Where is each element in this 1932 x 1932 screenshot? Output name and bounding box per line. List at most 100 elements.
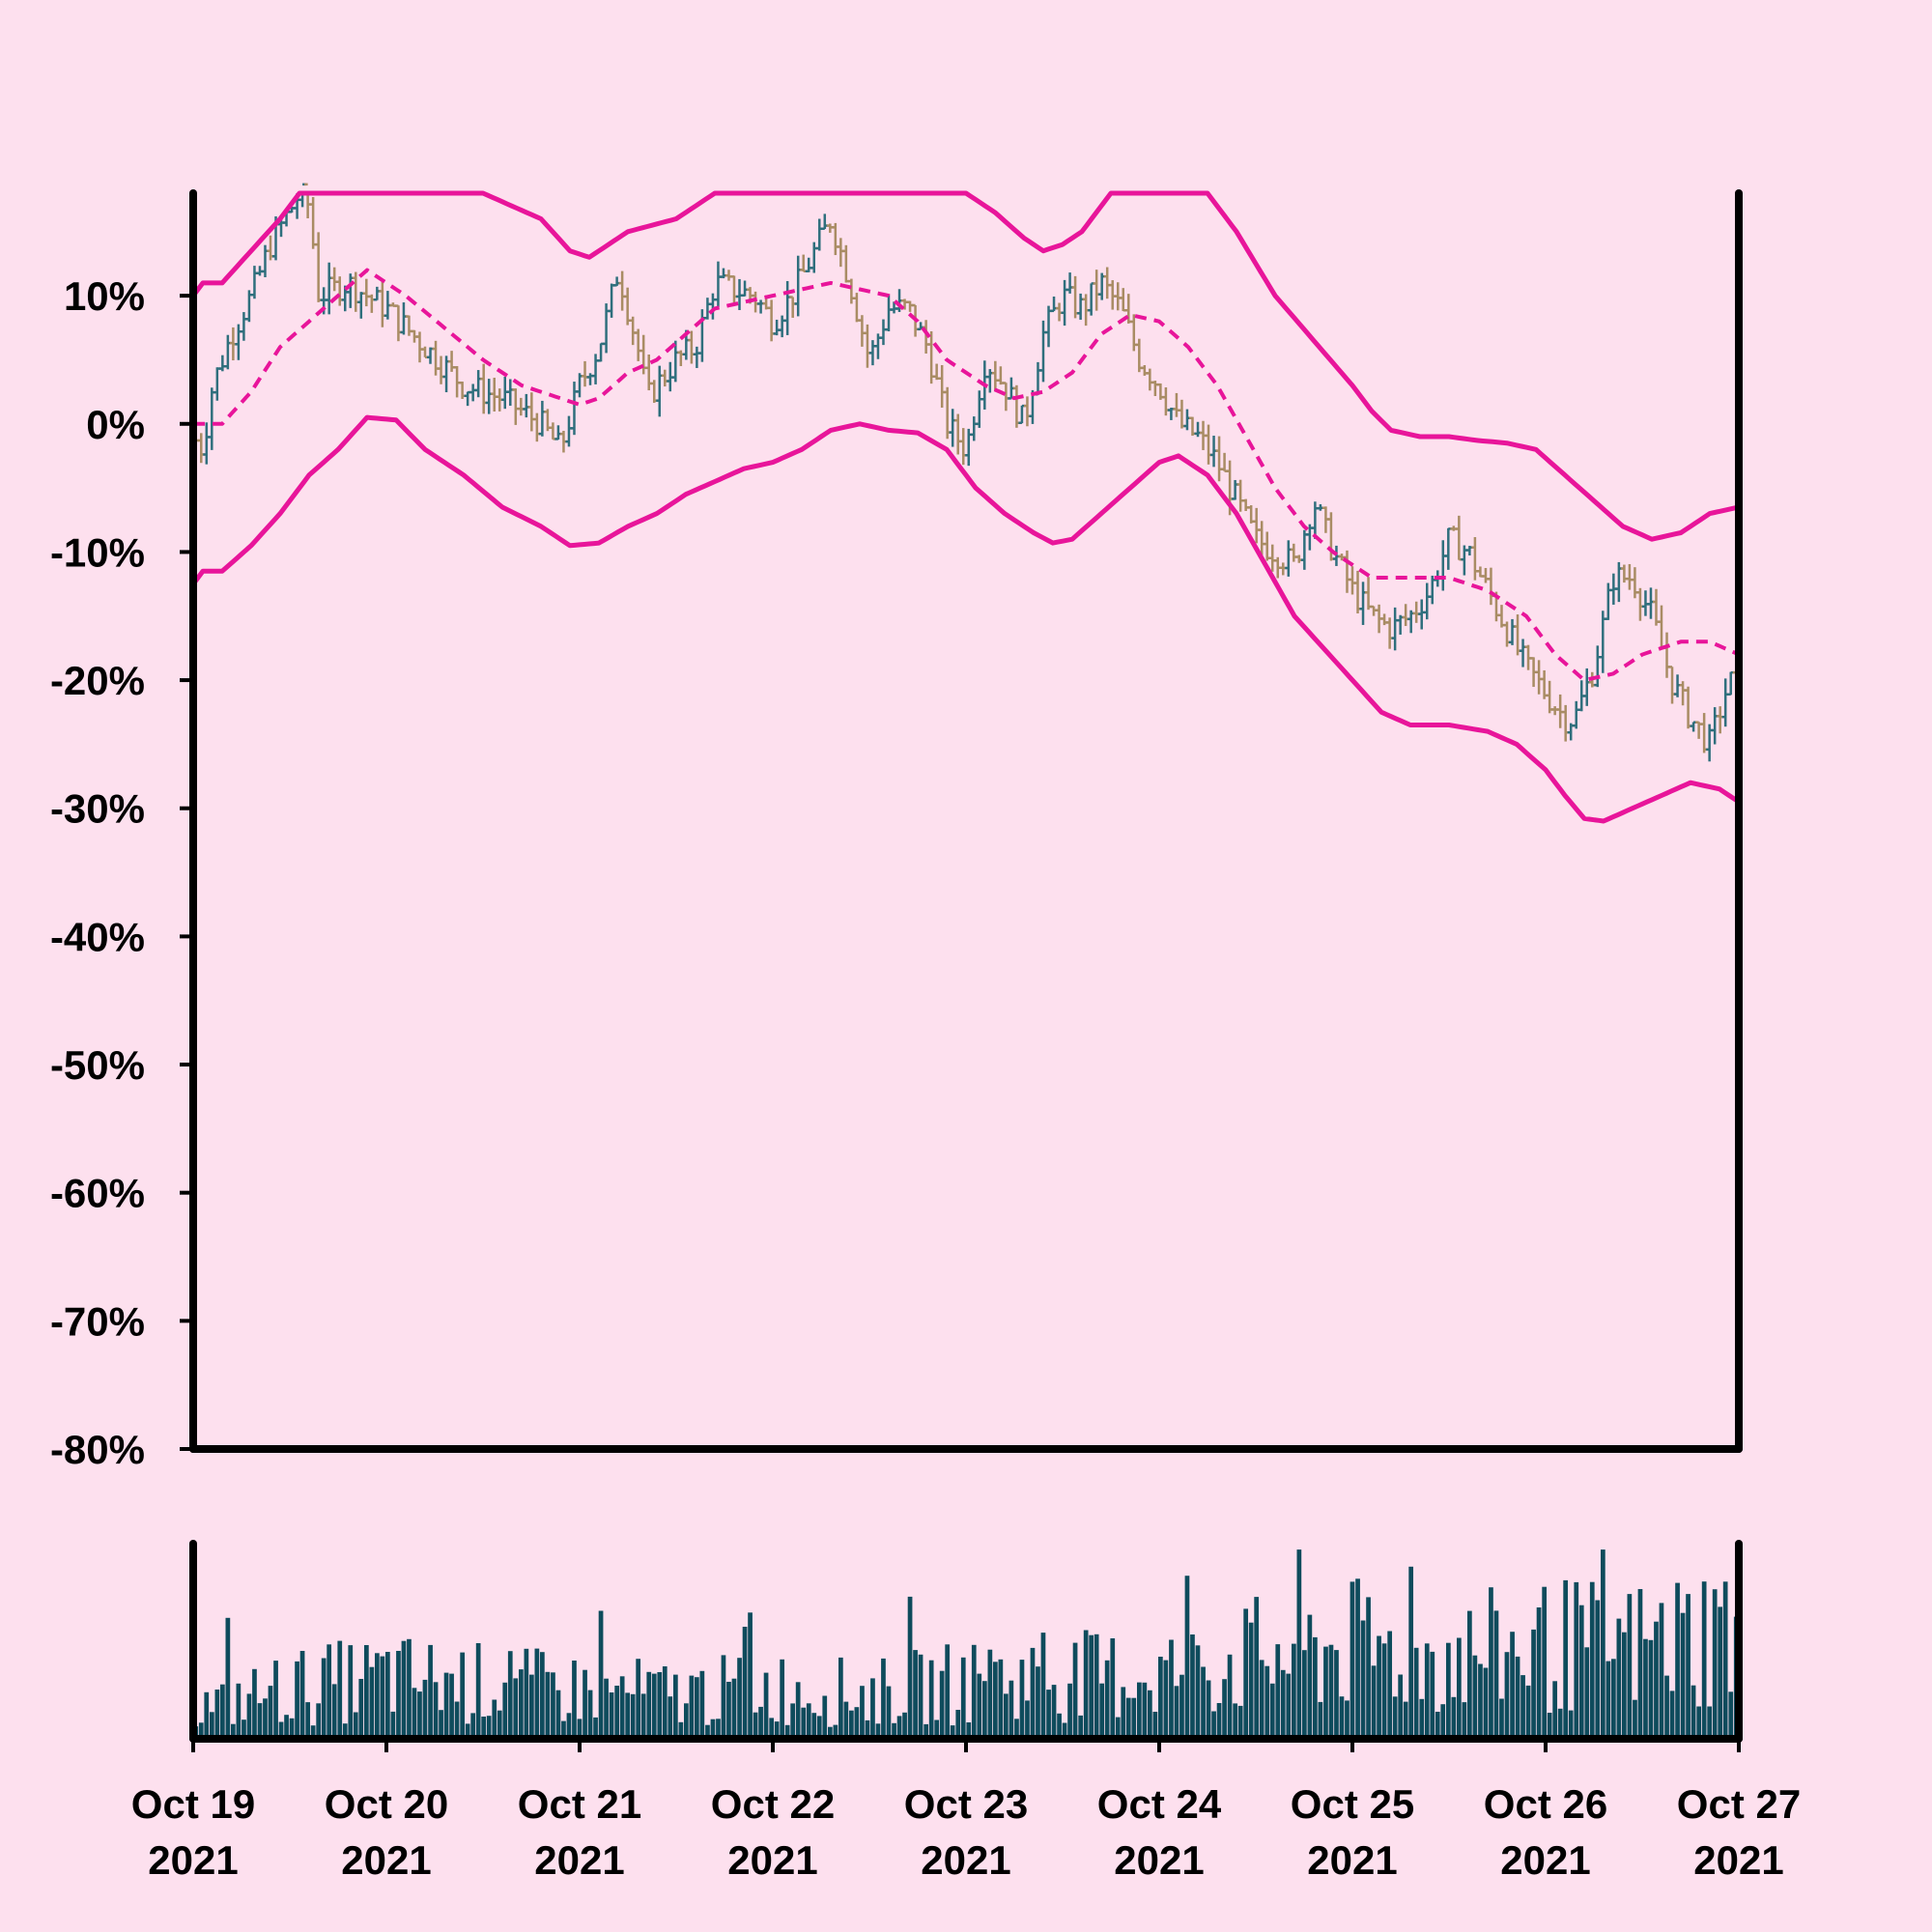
volume-bar <box>790 1703 796 1739</box>
volume-bar <box>263 1698 268 1739</box>
volume-bar <box>529 1674 534 1739</box>
volume-bar <box>449 1673 454 1739</box>
x-tick-label-date: Oct 24 <box>1097 1781 1222 1827</box>
volume-bar <box>1611 1659 1616 1739</box>
volume-bar <box>1568 1710 1574 1739</box>
volume-bar <box>433 1682 439 1739</box>
y-tick-label: -50% <box>50 1042 145 1088</box>
volume-bar <box>816 1716 822 1739</box>
volume-bar <box>678 1721 684 1739</box>
volume-bar <box>801 1707 807 1739</box>
volume-bar <box>1264 1665 1270 1739</box>
volume-bar <box>630 1693 636 1739</box>
volume-bar <box>1350 1581 1355 1739</box>
volume-bar <box>1323 1646 1328 1739</box>
volume-bar <box>1413 1647 1419 1739</box>
volume-bar <box>843 1701 849 1739</box>
volume-bar <box>507 1651 513 1739</box>
volume-bar <box>721 1655 726 1739</box>
volume-bar <box>1547 1713 1552 1739</box>
volume-bar <box>1718 1606 1723 1739</box>
volume-bar <box>886 1686 892 1739</box>
volume-bar <box>295 1661 299 1739</box>
x-tick-label-year: 2021 <box>727 1837 817 1883</box>
y-tick-label: -10% <box>50 529 145 575</box>
volume-bar <box>716 1719 721 1739</box>
volume-bar <box>1158 1657 1163 1739</box>
volume-bar <box>353 1712 358 1739</box>
volume-bar <box>1296 1549 1302 1739</box>
volume-bar <box>1072 1642 1078 1739</box>
volume-bar <box>1664 1675 1669 1739</box>
volume-bar <box>614 1686 620 1739</box>
volume-bar <box>689 1675 695 1739</box>
volume-bar <box>1408 1566 1414 1739</box>
volume-bar <box>1227 1654 1233 1739</box>
volume-bar <box>934 1719 940 1739</box>
x-tick-label-date: Oct 26 <box>1484 1781 1607 1827</box>
volume-bar <box>1595 1600 1601 1739</box>
volume-bar <box>881 1658 886 1739</box>
x-tick-label-date: Oct 21 <box>518 1781 641 1827</box>
volume-bar <box>907 1596 913 1739</box>
volume-bar <box>860 1686 865 1739</box>
volume-bar <box>1019 1660 1025 1739</box>
volume-bar <box>439 1710 443 1739</box>
volume-bar <box>1280 1669 1286 1739</box>
volume-bar <box>1067 1683 1072 1739</box>
volume-bar <box>1462 1702 1467 1739</box>
x-tick-label-date: Oct 23 <box>904 1781 1028 1827</box>
volume-bar <box>1430 1651 1435 1739</box>
volume-bar <box>327 1644 332 1739</box>
volume-bar <box>1089 1634 1094 1739</box>
volume-bar <box>231 1723 236 1739</box>
volume-bar <box>1515 1656 1520 1739</box>
volume-bar <box>1371 1665 1377 1739</box>
volume-bar <box>1014 1719 1019 1739</box>
volume-bar <box>806 1703 811 1739</box>
volume-bar <box>1440 1704 1446 1739</box>
volume-bar <box>310 1725 316 1739</box>
volume-bar <box>337 1640 343 1739</box>
volume-bar <box>1472 1655 1478 1739</box>
volume-bar <box>695 1677 699 1739</box>
volume-bar <box>390 1711 396 1739</box>
volume-bar <box>278 1721 284 1739</box>
volume-bar <box>1099 1683 1105 1739</box>
volume-bar <box>1707 1706 1713 1739</box>
volume-bar <box>1654 1621 1659 1739</box>
volume-bar <box>1542 1586 1548 1739</box>
x-tick-label-year: 2021 <box>148 1837 238 1883</box>
volume-bar <box>422 1679 428 1739</box>
volume-bar <box>651 1673 657 1739</box>
volume-bar <box>289 1718 295 1739</box>
volume-bar <box>1046 1690 1051 1739</box>
volume-bar <box>1206 1680 1211 1739</box>
volume-bar <box>1163 1660 1169 1739</box>
volume-bar <box>1377 1635 1381 1739</box>
volume-bar <box>555 1690 561 1739</box>
volume-bar <box>486 1716 492 1739</box>
x-tick-label-date: Oct 27 <box>1677 1781 1801 1827</box>
volume-bar <box>923 1723 929 1739</box>
x-tick-label-year: 2021 <box>1500 1837 1590 1883</box>
volume-bar <box>513 1678 519 1739</box>
volume-bar <box>1030 1647 1036 1739</box>
volume-bar <box>1269 1683 1275 1739</box>
volume-bar <box>284 1715 289 1739</box>
volume-bar <box>1552 1681 1558 1739</box>
y-tick-label: -20% <box>50 658 145 703</box>
volume-bar <box>1398 1674 1404 1739</box>
volume-bar <box>305 1702 311 1739</box>
volume-bar <box>577 1719 582 1739</box>
volume-bar <box>407 1638 412 1739</box>
volume-bar <box>784 1724 790 1739</box>
volume-bar <box>1292 1643 1296 1739</box>
volume-bar <box>316 1703 322 1739</box>
volume-bar <box>1478 1663 1483 1739</box>
volume-bar <box>1009 1680 1014 1739</box>
volume-bar <box>774 1721 780 1739</box>
volume-bar <box>705 1724 710 1739</box>
volume-bar <box>993 1662 998 1739</box>
